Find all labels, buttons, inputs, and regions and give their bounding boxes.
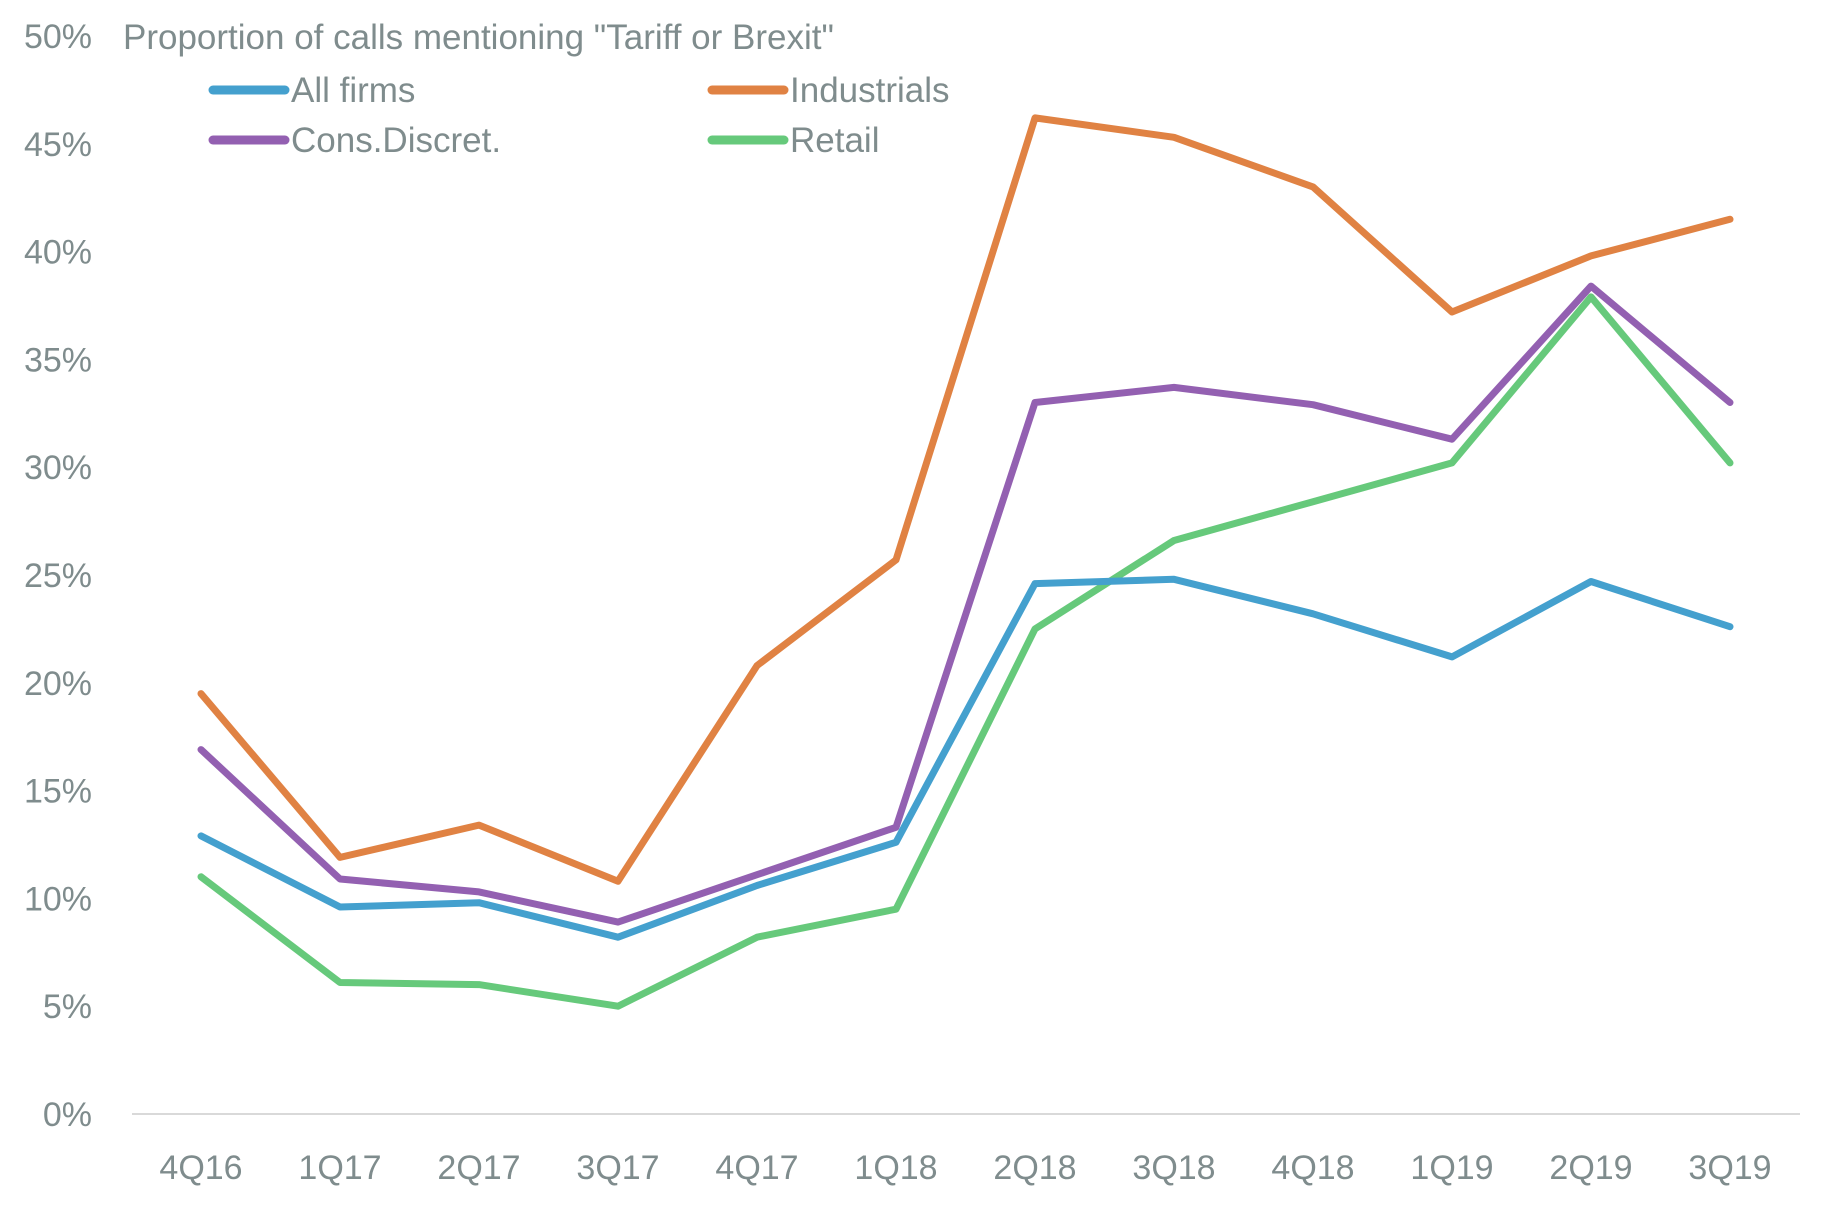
x-tick-label: 3Q17 (576, 1149, 659, 1187)
x-tick-label: 1Q19 (1410, 1149, 1493, 1187)
y-tick-label: 35% (24, 341, 92, 379)
y-tick-label: 5% (43, 988, 92, 1026)
legend-item: Industrials (707, 71, 950, 110)
legend-item: Retail (707, 121, 879, 160)
x-tick-label: 4Q18 (1271, 1149, 1354, 1187)
x-axis-ticks: 4Q16 1Q17 2Q17 3Q17 4Q17 1Q18 2Q18 3Q18 4Q18 1Q19… (159, 1149, 1771, 1187)
series-line-retail (197, 293, 1734, 1010)
series-lines (197, 114, 1734, 1010)
y-tick-label: 0% (43, 1096, 92, 1134)
series-line-industrials (197, 114, 1734, 885)
x-tick-label: 3Q18 (1132, 1149, 1215, 1187)
x-tick-label: 2Q19 (1549, 1149, 1632, 1187)
y-axis-ticks: 0% 5% 10% 15% 20% 25% 30% 35% 40% 45% 50% (24, 18, 92, 1134)
y-tick-label: 40% (24, 234, 92, 272)
x-tick-label: 1Q18 (854, 1149, 937, 1187)
y-tick-label: 45% (24, 126, 92, 164)
y-tick-label: 15% (24, 773, 92, 811)
x-tick-label: 1Q17 (298, 1149, 381, 1187)
legend-label: Retail (790, 121, 879, 160)
series-line-cons-discret (197, 282, 1734, 926)
legend-label: Industrials (790, 71, 950, 110)
chart-title: Proportion of calls mentioning "Tariff o… (123, 18, 834, 57)
x-tick-label: 4Q16 (159, 1149, 242, 1187)
legend-label: Cons.Discret. (291, 121, 501, 160)
y-tick-label: 10% (24, 880, 92, 918)
series-line-all-firms (197, 575, 1734, 941)
legend-item: Cons.Discret. (208, 121, 501, 160)
x-tick-label: 2Q17 (437, 1149, 520, 1187)
y-tick-label: 20% (24, 665, 92, 703)
y-tick-label: 25% (24, 557, 92, 595)
x-tick-label: 2Q18 (993, 1149, 1076, 1187)
legend: All firms Industrials Cons.Discret. Retail (208, 71, 950, 160)
x-tick-label: 3Q19 (1688, 1149, 1771, 1187)
legend-label: All firms (291, 71, 415, 110)
legend-item: All firms (208, 71, 415, 110)
x-tick-label: 4Q17 (715, 1149, 798, 1187)
y-tick-label: 50% (24, 18, 92, 56)
y-tick-label: 30% (24, 449, 92, 487)
